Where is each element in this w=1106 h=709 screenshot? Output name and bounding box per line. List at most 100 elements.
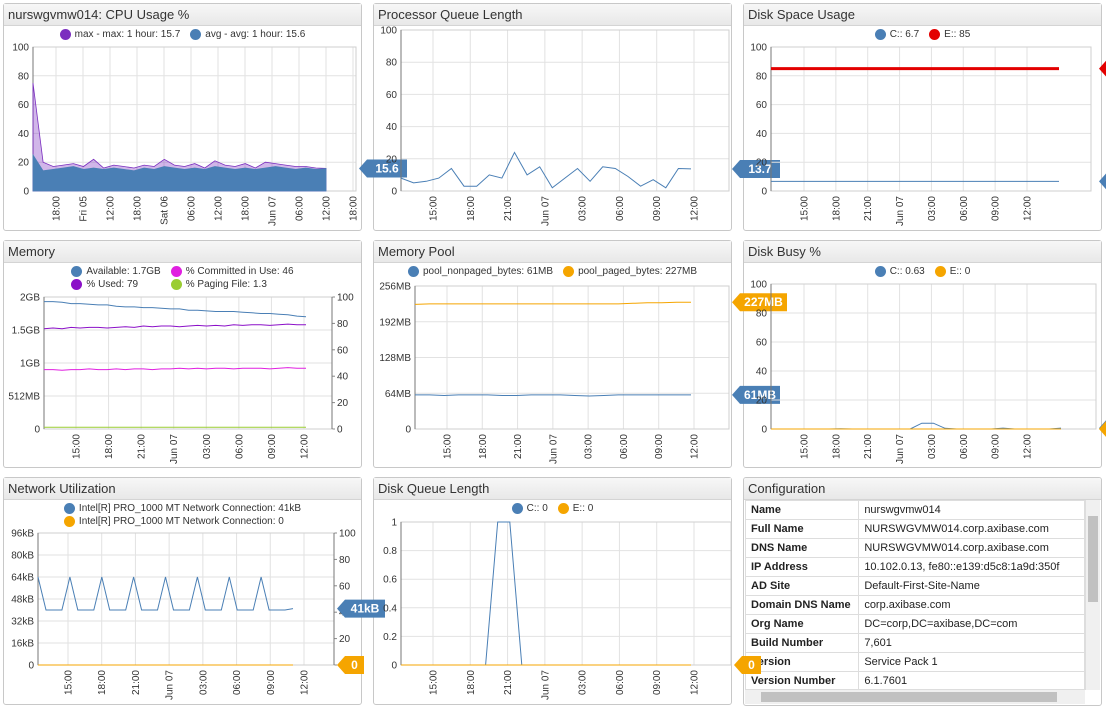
x-tick-label: 21:00 bbox=[863, 196, 874, 221]
legend-marker bbox=[557, 503, 569, 514]
panel-title: Memory bbox=[4, 241, 361, 263]
plot-frame bbox=[37, 532, 335, 666]
x-tick-label: 09:00 bbox=[266, 670, 277, 695]
y-tick-label: 0.2 bbox=[383, 632, 397, 643]
panel-title: Disk Busy % bbox=[744, 241, 1101, 263]
x-tick-label: 12:00 bbox=[690, 196, 701, 221]
legend-marker bbox=[63, 503, 75, 514]
legend-label: % Used: 79 bbox=[86, 278, 139, 290]
legend-item: % Used: 79 bbox=[71, 279, 138, 291]
legend-label: % Committed in Use: 46 bbox=[185, 265, 294, 277]
legend-wrap: C:: 0 E:: 0 bbox=[374, 501, 731, 519]
y-tick-label: 0 bbox=[34, 425, 40, 436]
y-tick-label: 80 bbox=[18, 71, 30, 82]
x-tick-label: 18:00 bbox=[466, 670, 477, 695]
chart-panel: Memory Pool pool_nonpaged_bytes: 61MB pool… bbox=[373, 240, 787, 468]
line bbox=[414, 301, 691, 305]
legend: C:: 0 E:: 0 bbox=[511, 502, 594, 515]
y-tick-label: 0 bbox=[23, 187, 29, 198]
legend-label: E:: 0 bbox=[949, 265, 971, 277]
x-tick-label: 09:00 bbox=[991, 434, 1002, 459]
legend: pool_nonpaged_bytes: 61MB pool_paged_byte… bbox=[407, 266, 697, 278]
config-key: Org Name bbox=[745, 614, 860, 634]
y2-tick-label: 80 bbox=[337, 319, 349, 330]
edge-marker bbox=[1099, 421, 1106, 437]
y-tick-label: 0.4 bbox=[383, 603, 397, 614]
x-tick-label: 03:00 bbox=[584, 434, 595, 459]
y-tick-label: 2GB bbox=[20, 293, 40, 304]
edge-marker bbox=[1099, 420, 1106, 436]
y-tick-label: 0 bbox=[761, 425, 767, 436]
line bbox=[44, 301, 307, 318]
legend-label: Intel[R] PRO_1000 MT Network Connection:… bbox=[78, 515, 284, 527]
panel-title: nurswgvmw014: CPU Usage % bbox=[4, 4, 361, 26]
y-tick-label: 128MB bbox=[379, 353, 411, 364]
config-key: Version Number bbox=[745, 671, 860, 690]
x-tick-label: 18:00 bbox=[104, 434, 115, 459]
x-tick-label: 18:00 bbox=[478, 434, 489, 459]
x-tick-label: 18:00 bbox=[831, 196, 842, 221]
x-tick-label: 18:00 bbox=[241, 196, 252, 221]
legend-label: E:: 85 bbox=[944, 28, 971, 40]
x-tick-label: Jun 07 bbox=[548, 434, 559, 464]
plot-frame bbox=[32, 46, 357, 192]
y-tick-label: 512MB bbox=[8, 392, 40, 403]
config-key: Build Number bbox=[745, 633, 860, 653]
legend-item: E:: 85 bbox=[929, 29, 970, 41]
y2-tick-label: 0 bbox=[337, 425, 343, 436]
x-tick-label: 21:00 bbox=[137, 434, 148, 459]
y-tick-label: 0 bbox=[391, 187, 397, 198]
legend-marker bbox=[71, 266, 83, 277]
x-tick-label: Jun 07 bbox=[540, 670, 551, 700]
x-tick-label: Sat 06 bbox=[160, 196, 171, 225]
chart-panel: Disk Busy % C:: 0.63 E:: 0 0 20 40 60 80 100 15:0… bbox=[743, 240, 1106, 468]
legend-label: Available: 1.7GB bbox=[86, 265, 161, 277]
x-tick-label: 06:00 bbox=[234, 434, 245, 459]
panel-title: Memory Pool bbox=[374, 241, 731, 263]
plot-frame bbox=[770, 283, 1097, 430]
x-tick-label: Jun 07 bbox=[895, 196, 906, 226]
legend: Available: 1.7GB % Committed in Use: 46 % … bbox=[71, 265, 294, 291]
x-tick-label: Jun 07 bbox=[169, 434, 180, 464]
x-tick-label: 18:00 bbox=[831, 434, 842, 459]
legend-label: C:: 6.7 bbox=[889, 28, 920, 40]
x-tick-label: 03:00 bbox=[927, 434, 938, 459]
x-tick-label: 09:00 bbox=[267, 434, 278, 459]
x-tick-label: 03:00 bbox=[202, 434, 213, 459]
config-row: DNS Name NURSWGVMW014.corp.axibase.com bbox=[745, 538, 1085, 558]
chart-panel: Disk Space Usage C:: 6.7 E:: 85 0 20 40 60 80 10… bbox=[743, 3, 1106, 231]
legend-item: % Committed in Use: 46 bbox=[170, 265, 294, 278]
config-key: IP Address bbox=[745, 557, 860, 577]
edge-marker bbox=[1099, 60, 1106, 77]
x-tick-label: 06:00 bbox=[615, 670, 626, 695]
legend-marker bbox=[874, 266, 886, 277]
x-tick-label: Jun 07 bbox=[165, 670, 176, 700]
x-tick-label: 06:00 bbox=[187, 196, 198, 221]
config-row: Name nurswgvmw014 bbox=[745, 500, 1085, 520]
config-key: Version bbox=[745, 652, 860, 672]
y-tick-label: 1GB bbox=[20, 359, 40, 370]
y-tick-label: 0 bbox=[391, 661, 397, 672]
config-row: IP Address 10.102.0.13, fe80::e139:d5c8:1… bbox=[745, 557, 1085, 577]
legend-item: Intel[R] PRO_1000 MT Network Connection:… bbox=[63, 503, 301, 515]
x-tick-label: 21:00 bbox=[863, 434, 874, 459]
config-value: NURSWGVMW014.corp.axibase.com bbox=[858, 519, 1085, 539]
area bbox=[32, 82, 327, 192]
x-tick-label: 03:00 bbox=[578, 196, 589, 221]
x-tick-label: 09:00 bbox=[652, 196, 663, 221]
legend-label: E:: 0 bbox=[572, 502, 594, 514]
config-row: Version Service Pack 1 bbox=[745, 652, 1085, 672]
x-tick-label: 12:00 bbox=[322, 196, 333, 221]
x-tick-label: Jun 07 bbox=[268, 196, 279, 226]
line bbox=[400, 151, 692, 189]
x-tick-label: 06:00 bbox=[959, 434, 970, 459]
x-tick-label: 09:00 bbox=[991, 196, 1002, 221]
y-tick-label: 40 bbox=[18, 129, 30, 140]
config-row: Full Name NURSWGVMW014.corp.axibase.com bbox=[745, 519, 1085, 539]
badge-label: 0 bbox=[351, 658, 358, 672]
y-tick-label: 80 bbox=[756, 309, 768, 320]
y2-tick-label: 80 bbox=[339, 555, 351, 566]
legend-item: avg - avg: 1 hour: 15.6 bbox=[190, 29, 305, 41]
x-tick-label: 09:00 bbox=[654, 434, 665, 459]
vertical-scrollbar bbox=[1085, 500, 1100, 690]
